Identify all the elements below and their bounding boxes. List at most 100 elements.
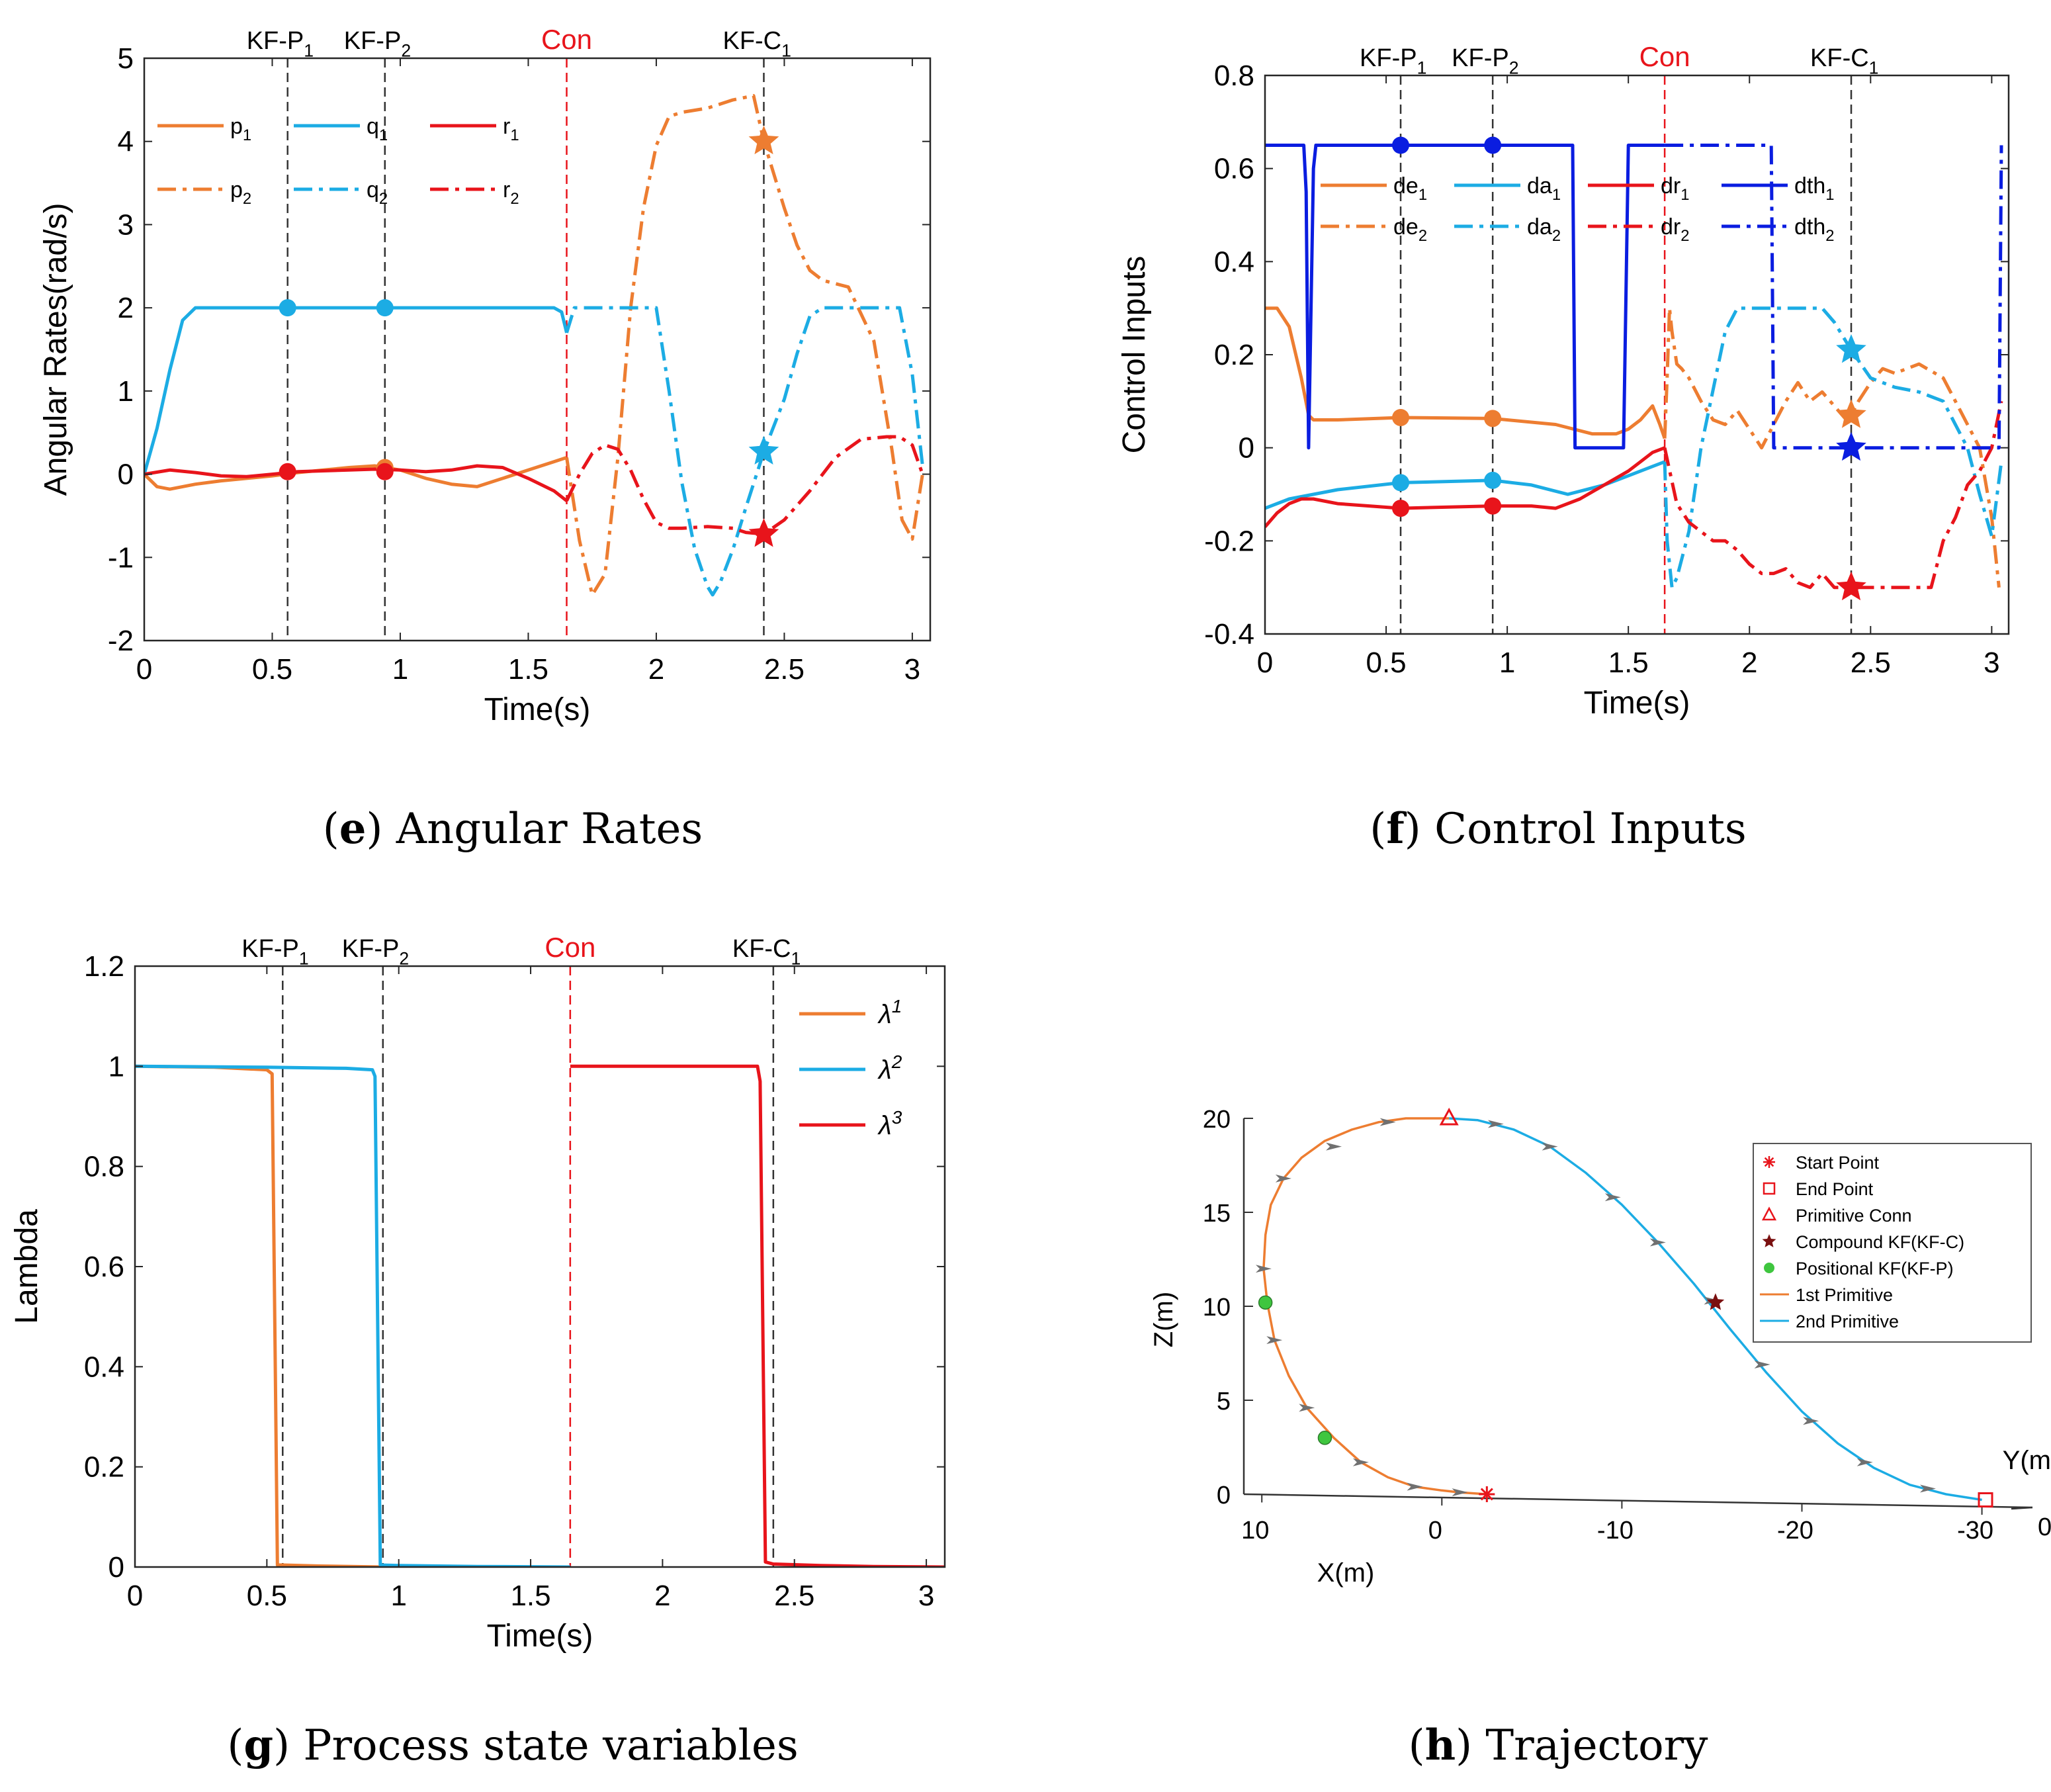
chart-process-state: KF-P1 KF-P2 Con KF-C1 0 0.5 1 1.5 2 2.5 3 0 0.2 0.4 0.… — [9, 932, 946, 1654]
legend-label: Start Point — [1796, 1153, 1880, 1173]
x-tick-label: 10 — [1241, 1517, 1269, 1545]
plot-frame — [143, 57, 932, 642]
legend-swatch — [1764, 1263, 1774, 1273]
series-r2 — [565, 435, 924, 536]
compound-kf-marker — [1706, 1293, 1725, 1310]
y-tick-label: 0.6 — [84, 1251, 124, 1283]
y-tick-label: -1 — [108, 541, 134, 574]
z-tick-label: 5 — [1217, 1388, 1231, 1415]
x-tick-label: 1.5 — [1608, 647, 1649, 679]
y-tick-label: 0 — [2038, 1513, 2051, 1541]
y-tick-label: -0.2 — [1204, 525, 1254, 557]
aircraft-marker — [1542, 1142, 1558, 1151]
x-tick-label: 1 — [390, 1580, 406, 1612]
legend-swatch — [1763, 1156, 1775, 1168]
marker-circle — [1392, 136, 1410, 154]
marker-circle — [376, 463, 394, 480]
z-axis-label: Z(m) — [1149, 1292, 1178, 1347]
marker-star — [1836, 571, 1866, 601]
legend-label-dth2: dth2 — [1794, 214, 1835, 245]
vline-label-kf-c1: KF-C1 — [732, 935, 801, 968]
aircraft-marker — [1299, 1404, 1315, 1412]
marker-circle — [1484, 136, 1502, 154]
primitive-conn-marker — [1439, 1107, 1459, 1126]
x-tick-label: 1.5 — [510, 1580, 550, 1612]
legend-label: Primitive Conn — [1796, 1206, 1912, 1226]
aircraft-marker — [1352, 1458, 1369, 1466]
z-tick-label: 10 — [1203, 1294, 1231, 1322]
vline-label-kf-p1: KF-P1 — [247, 27, 314, 60]
series-dth1 — [1265, 144, 1665, 450]
x-tick-label: 0 — [136, 653, 152, 686]
series-dr2 — [1663, 400, 2003, 590]
marker-circle — [279, 299, 296, 317]
x-tick-label: 0.5 — [247, 1580, 287, 1612]
legend-label-da2: da2 — [1527, 214, 1561, 245]
series-de1 — [1265, 306, 1667, 439]
y-axis-label: Control Inputs — [1117, 256, 1152, 454]
x-tick-label: 2 — [1741, 647, 1757, 679]
series-q1 — [144, 306, 568, 475]
y-axis-label: Angular Rates(rad/s) — [38, 203, 73, 496]
vline-label-kf-p2: KF-P2 — [344, 27, 411, 60]
marker-star — [1836, 334, 1866, 363]
caption-control-inputs: (f) Control Inputs — [1370, 804, 1747, 854]
x-tick-label: -20 — [1777, 1517, 1813, 1545]
x-tick-label: 2.5 — [764, 653, 805, 686]
marker-circle — [279, 463, 296, 480]
vline-label-con: Con — [1639, 41, 1690, 72]
chart-trajectory: 0 5 10 15 20 10 0 -10 -20 -30 0 X(m) Z(m) Y(m) Start P… — [1149, 1106, 2051, 1588]
vline-label-con: Con — [545, 932, 595, 963]
legend-label-q2: q2 — [367, 177, 388, 208]
y-tick-label: 0 — [118, 459, 134, 491]
series-da1 — [1265, 460, 1665, 510]
legend-swatch — [1762, 1234, 1776, 1247]
marker-circle — [1484, 497, 1502, 515]
x-tick-label: 2 — [654, 1580, 670, 1612]
legend-label: 1st Primitive — [1796, 1285, 1893, 1305]
x-tick-label: 0 — [1428, 1517, 1442, 1545]
y-tick-label: 0.4 — [1214, 246, 1254, 278]
vline-label-kf-p2: KF-P2 — [342, 935, 409, 968]
x-tick-label: -30 — [1957, 1517, 1993, 1545]
x-tick-label: 3 — [918, 1580, 934, 1612]
marker-circle — [376, 299, 394, 317]
vline-label-kf-p1: KF-P1 — [241, 935, 308, 968]
y-tick-label: -2 — [108, 625, 134, 657]
series-λ3 — [570, 1064, 945, 1567]
asterisk-stroke — [1764, 1157, 1774, 1167]
positional-kf-marker — [1258, 1295, 1273, 1310]
end-point-marker — [1978, 1492, 1993, 1508]
legend-label-p1: p1 — [230, 114, 251, 144]
legend-label-lambda1: λ1 — [877, 996, 902, 1029]
series-p1 — [144, 456, 568, 491]
y-tick-label: -0.4 — [1204, 618, 1254, 650]
series-dth2 — [1665, 144, 2003, 450]
legend-label-lambda2: λ2 — [877, 1052, 902, 1085]
aircraft-marker — [1266, 1336, 1283, 1345]
y-tick-label: 1 — [109, 1050, 124, 1083]
x-tick-label: 2.5 — [1851, 647, 1891, 679]
aircraft-marker — [1754, 1361, 1770, 1369]
legend-box — [1753, 1143, 2032, 1343]
y-tick-label: 0.8 — [84, 1151, 124, 1183]
marker-star — [748, 125, 779, 155]
y-tick-label: 0.2 — [84, 1451, 124, 1484]
plot-frame — [1264, 74, 2010, 635]
x-tick-label: 0 — [1257, 647, 1273, 679]
x-axis — [1243, 1493, 2033, 1509]
x-tick-label: 0.5 — [1366, 647, 1406, 679]
legend-label-p2: p2 — [230, 177, 251, 208]
x-tick-label: 3 — [904, 653, 920, 686]
x-axis-label: Time(s) — [1584, 686, 1690, 721]
trajectory-first-primitive — [1262, 1117, 1487, 1496]
y-tick-label: 0.6 — [1214, 153, 1254, 185]
x-tick-label: 1.5 — [508, 653, 548, 686]
x-tick-label: 0.5 — [252, 653, 292, 686]
series-de2 — [1663, 306, 2001, 588]
x-tick-label: -10 — [1597, 1517, 1634, 1545]
series-λ2 — [135, 1064, 570, 1567]
plot-frame — [134, 965, 946, 1568]
aircraft-marker — [1379, 1118, 1396, 1126]
y-tick-label: 0 — [1239, 432, 1254, 465]
